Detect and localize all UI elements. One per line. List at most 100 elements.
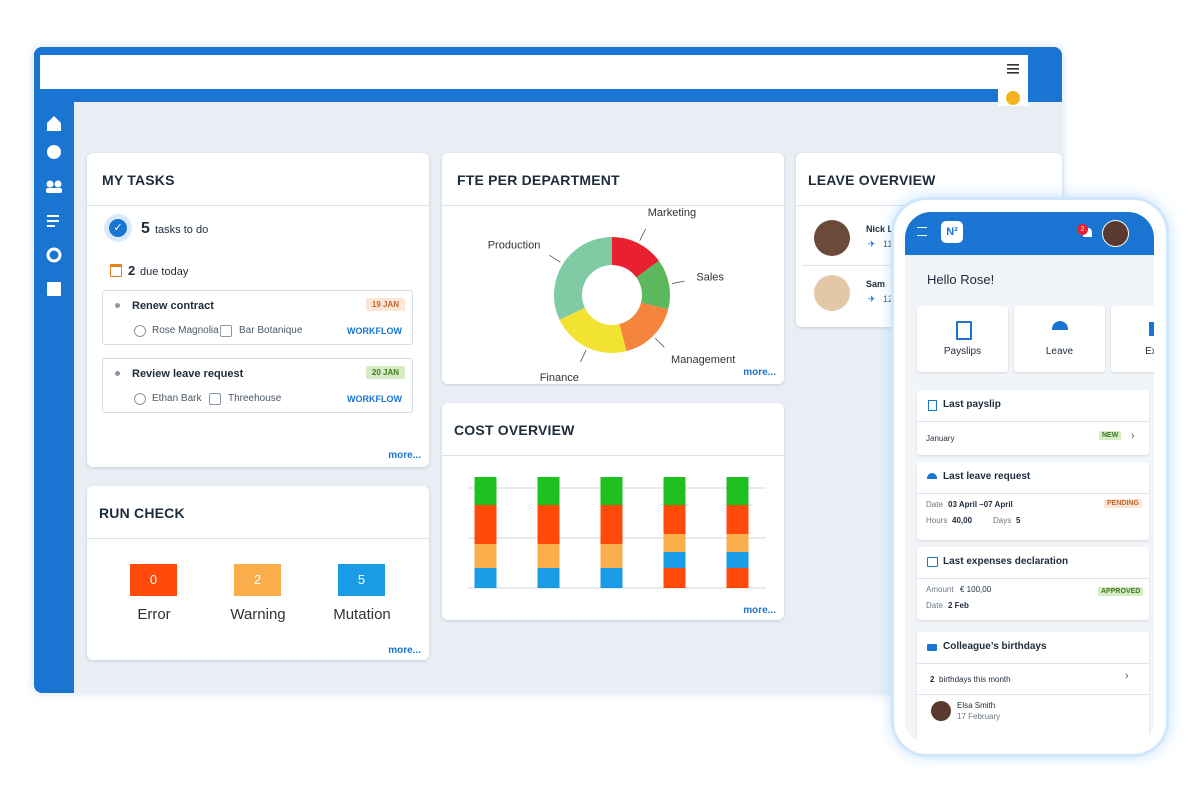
tile[interactable]: Leave: [1014, 306, 1105, 372]
count-box[interactable]: 5: [338, 564, 385, 596]
task-person: Rose Magnolia: [152, 325, 219, 336]
card-title: MY TASKS: [102, 172, 175, 188]
card-title: Last leave request: [943, 471, 1031, 482]
field-label: Hours: [926, 516, 948, 525]
list-icon[interactable]: [47, 215, 59, 217]
divider: [917, 421, 1149, 422]
people-icon[interactable]: [46, 180, 54, 188]
more-link[interactable]: more...: [388, 645, 421, 656]
field-label: Date: [926, 601, 943, 610]
tile[interactable]: Expe: [1111, 306, 1154, 372]
tile-icon: [956, 321, 972, 340]
menu-icon: [1007, 72, 1019, 74]
card-title: COST OVERVIEW: [454, 422, 575, 438]
sidebar-icons: [46, 116, 62, 296]
task-tag: WORKFLOW: [347, 326, 402, 336]
colleague-date: 17 February: [957, 712, 1001, 721]
person-icon: [134, 325, 146, 337]
expenses-card[interactable]: Last expenses declaration Amount € 100,0…: [917, 547, 1149, 620]
phone: N² 2 Hello Rose! Payslips Leave Expe Las…: [891, 197, 1169, 757]
due-label: due today: [140, 266, 189, 278]
task-place: Bar Botanique: [239, 325, 303, 336]
more-link[interactable]: more...: [743, 367, 776, 378]
count-box[interactable]: 2: [234, 564, 281, 596]
person-icon: [134, 393, 146, 405]
due-count: 2: [128, 263, 136, 278]
plane-icon: ✈: [868, 294, 876, 304]
menu-icon[interactable]: [917, 227, 927, 236]
birthday-count: 2: [930, 675, 935, 684]
tile-label: Expe: [1145, 346, 1154, 357]
count-label: Error: [137, 606, 171, 623]
avatar: [814, 220, 850, 256]
count-label: Mutation: [333, 606, 391, 623]
divider: [917, 694, 1149, 695]
menu-icon[interactable]: [1007, 64, 1019, 66]
task-title: Renew contract: [132, 300, 214, 312]
task-item[interactable]: Review leave request 20 JAN Ethan Bark T…: [102, 358, 413, 413]
leave-card[interactable]: Last leave request Date 03 April –07 Apr…: [917, 462, 1149, 540]
card-title: LEAVE OVERVIEW: [808, 172, 936, 188]
bell-icon[interactable]: [1083, 228, 1092, 237]
check-inner: ✓: [109, 219, 127, 237]
card-title: Last payslip: [943, 399, 1001, 410]
tile-label: Payslips: [943, 346, 982, 357]
phone-logo[interactable]: N²: [941, 221, 963, 243]
people-icon: [54, 180, 62, 188]
status-tag: APPROVED: [1098, 587, 1144, 596]
settings-icon[interactable]: [46, 247, 62, 263]
status-icon[interactable]: [1006, 91, 1020, 105]
calendar-icon: [110, 264, 122, 277]
card-title: RUN CHECK: [99, 505, 185, 521]
tile[interactable]: Payslips: [917, 306, 1008, 372]
birthday-count-label: birthdays this month: [939, 675, 1011, 684]
list-icon: [47, 225, 55, 227]
place-icon: [220, 325, 232, 337]
card-title: FTE PER DEPARTMENT: [457, 172, 620, 188]
list-icon: [47, 220, 59, 222]
card-header: COST OVERVIEW: [442, 403, 784, 456]
count-label: Warning: [230, 606, 286, 623]
date-tag: 19 JAN: [365, 298, 405, 311]
avatar: [814, 275, 850, 311]
my-tasks-card: MY TASKS ✓ 5 tasks to do 2 due today Ren…: [87, 153, 429, 467]
chevron: ›: [1131, 430, 1135, 442]
card-icon: [928, 400, 937, 411]
person-name: Nick Le: [866, 224, 899, 234]
person-name: Sam: [866, 279, 886, 289]
birthdays-card[interactable]: Colleague’s birthdays 2 birthdays this m…: [917, 632, 1149, 742]
card-title: Last expenses declaration: [943, 556, 1069, 567]
field-value: 2 Feb: [948, 601, 969, 610]
more-link[interactable]: more...: [388, 450, 421, 461]
report-icon[interactable]: [47, 282, 61, 296]
explore-icon[interactable]: [47, 145, 61, 159]
notification-badge: 2: [1077, 224, 1088, 235]
phone-screen: N² 2 Hello Rose! Payslips Leave Expe Las…: [905, 212, 1154, 742]
card-icon: [927, 557, 938, 567]
plane-icon: ✈: [868, 239, 876, 249]
place-icon: [209, 393, 221, 405]
count-box[interactable]: 0: [130, 564, 177, 596]
cost-card: COST OVERVIEW more...: [442, 403, 784, 620]
more-link[interactable]: more...: [743, 605, 776, 616]
field-label: Date: [926, 500, 943, 509]
home-icon[interactable]: [47, 116, 61, 131]
field-value: 40,00: [952, 516, 973, 525]
colleague-name: Elsa Smith: [957, 701, 996, 710]
rail-icons: [1006, 64, 1020, 105]
avatar[interactable]: [1102, 220, 1129, 247]
task-item[interactable]: Renew contract 19 JAN Rose Magnolia Bar …: [102, 290, 413, 345]
task-person: Ethan Bark: [152, 393, 202, 404]
field-label: Days: [993, 516, 1012, 525]
person-detail: 11: [883, 239, 893, 249]
greeting: Hello Rose!: [927, 272, 995, 287]
payslip-card[interactable]: Last payslip January NEW ›: [917, 390, 1149, 455]
status-tag: PENDING: [1104, 499, 1142, 508]
status-tag: NEW: [1099, 431, 1122, 440]
check-icon: ✓: [104, 214, 132, 242]
field-label: Amount: [926, 585, 954, 594]
bullet: [115, 303, 120, 308]
run-check-card: RUN CHECK 0 Error 2 Warning 5 Mutation more..…: [87, 486, 429, 660]
